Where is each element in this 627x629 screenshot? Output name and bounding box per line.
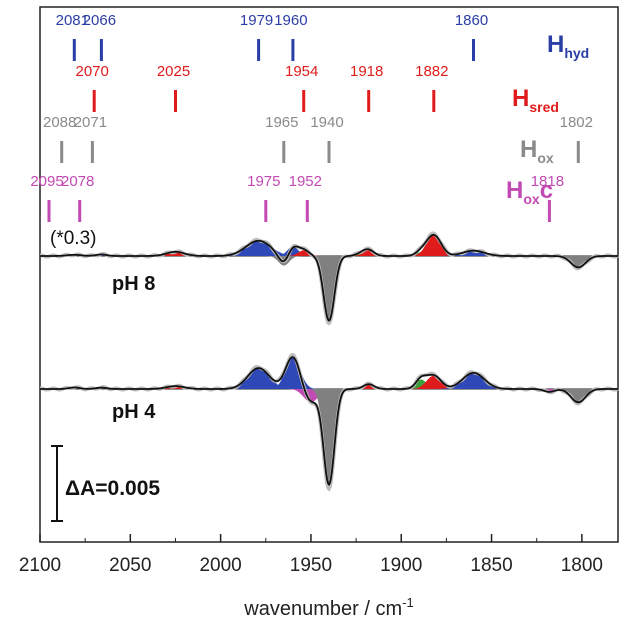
peak-marker-1-3 xyxy=(367,90,371,112)
state-name-0: Hhyd xyxy=(547,31,589,61)
peak-marker-0-1 xyxy=(99,39,103,61)
peak-label-1-2: 1954 xyxy=(285,63,318,80)
peak-marker-0-2 xyxy=(257,39,261,61)
peak-label-1-0: 2070 xyxy=(76,63,109,80)
peak-label-2-0: 2088 xyxy=(43,114,76,131)
peak-label-1-3: 1918 xyxy=(350,63,383,80)
band-0-12 xyxy=(430,250,517,256)
peak-label-3-2: 1975 xyxy=(247,173,280,190)
scale-note-0: (*0.3) xyxy=(50,228,96,249)
band-1-6 xyxy=(307,389,351,484)
peak-marker-3-3 xyxy=(305,200,309,222)
peak-marker-2-1 xyxy=(90,141,94,163)
peak-marker-2-3 xyxy=(327,141,331,163)
peak-label-0-0: 2081 xyxy=(56,12,89,29)
band-1-4 xyxy=(263,356,322,389)
state-legend: Hhyd Hsred Hox Hoxc xyxy=(506,31,589,207)
peak-marker-0-4 xyxy=(472,39,475,61)
panel-label-0: pH 8 xyxy=(112,273,155,295)
panel-label-1: pH 4 xyxy=(112,401,156,423)
band-0-2 xyxy=(139,251,212,256)
peak-label-1-4: 1882 xyxy=(415,63,448,80)
fit-trace-1 xyxy=(40,356,618,487)
state-name-1: Hsred xyxy=(512,85,559,115)
band-1-5 xyxy=(282,389,340,403)
peak-marker-2-2 xyxy=(282,141,286,163)
spectrum-0 xyxy=(39,231,619,326)
peak-label-2-3: 1940 xyxy=(310,114,343,131)
peak-marker-2-0 xyxy=(60,141,64,163)
peak-marker-1-0 xyxy=(92,90,96,112)
band-0-9 xyxy=(347,250,391,256)
x-tick-label-4: 1900 xyxy=(380,555,422,576)
peak-marker-2-4 xyxy=(576,141,580,163)
peak-marker-1-4 xyxy=(432,90,436,112)
band-1-10 xyxy=(430,372,517,389)
band-1-8 xyxy=(399,379,443,389)
peak-marker-1-2 xyxy=(302,90,306,112)
peak-marker-0-3 xyxy=(291,39,295,61)
x-tick-label-1: 2050 xyxy=(109,555,151,576)
plot-frame xyxy=(39,6,619,543)
peak-label-2-2: 1965 xyxy=(265,114,298,131)
band-1-3 xyxy=(215,368,302,389)
band-1-12 xyxy=(549,389,608,403)
x-tick-label-6: 1800 xyxy=(561,555,603,576)
peak-label-3-0: 2095 xyxy=(30,173,63,190)
scale-bar: ΔA=0.005 xyxy=(51,445,160,522)
x-tick-label-0: 2100 xyxy=(19,555,61,576)
peak-marker-3-1 xyxy=(78,200,82,222)
peak-label-0-2: 1979 xyxy=(240,12,273,29)
band-1-7 xyxy=(347,384,391,389)
peak-marker-3-4 xyxy=(547,200,551,222)
peak-marker-3-0 xyxy=(47,200,51,222)
band-0-3 xyxy=(207,240,310,256)
peak-label-0-3: 1960 xyxy=(274,12,307,29)
spectra-layer: pH 8 (*0.3) pH 4 xyxy=(39,228,619,492)
peak-marker-1-1 xyxy=(174,90,177,112)
band-0-13 xyxy=(549,256,608,268)
peak-label-3-3: 1952 xyxy=(289,173,322,190)
band-1-9 xyxy=(404,375,463,389)
peak-label-0-1: 2066 xyxy=(83,12,116,29)
fit-trace-0 xyxy=(40,233,618,322)
peak-marker-0-0 xyxy=(72,39,76,61)
peak-label-1-1: 2025 xyxy=(157,63,190,80)
band-0-5 xyxy=(271,246,315,256)
x-tick-label-3: 1950 xyxy=(290,555,332,576)
scale-bar-label: ΔA=0.005 xyxy=(65,477,160,500)
peak-label-0-4: 1860 xyxy=(455,12,488,29)
peak-label-3-1: 2078 xyxy=(61,173,94,190)
band-0-6 xyxy=(282,250,326,256)
band-0-11 xyxy=(404,235,463,256)
x-tick-label-5: 1850 xyxy=(470,555,512,576)
x-axis: 2100 2050 2000 1950 1900 1850 1800 xyxy=(19,534,603,576)
state-name-3: Hoxc xyxy=(506,177,553,207)
peak-marker-3-2 xyxy=(264,200,268,222)
peak-label-2-1: 2071 xyxy=(74,114,107,131)
x-axis-title: wavenumber / cm-1 xyxy=(243,595,413,620)
band-1-11 xyxy=(527,389,572,392)
state-name-2: Hox xyxy=(520,136,554,166)
peak-label-2-4: 1802 xyxy=(560,114,593,131)
peak-label-3-4: 1818 xyxy=(531,173,564,190)
band-0-7 xyxy=(307,256,351,321)
x-tick-label-2: 2000 xyxy=(199,555,241,576)
spectrum-1 xyxy=(39,352,619,492)
